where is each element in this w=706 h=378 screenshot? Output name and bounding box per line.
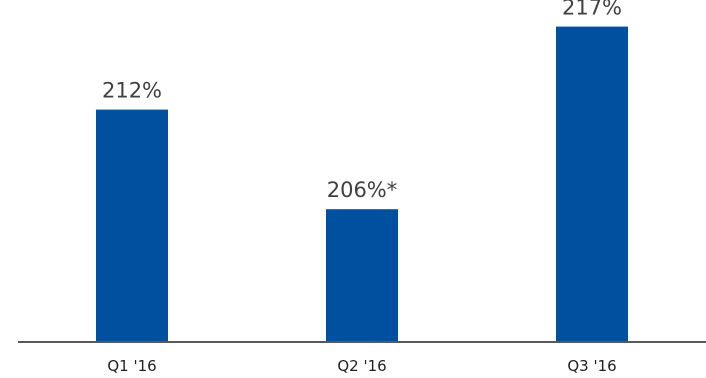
bar-2 — [326, 209, 398, 342]
data-label-2: 206%* — [327, 178, 398, 202]
bar-1 — [96, 109, 168, 342]
x-tick-label-3: Q3 '16 — [567, 357, 616, 375]
x-tick-labels-group: Q1 '16 Q2 '16 Q3 '16 — [107, 357, 616, 375]
data-label-1: 212% — [102, 79, 162, 103]
data-label-3: 217% — [562, 0, 622, 20]
data-labels-group: 212% 206%* 217% — [102, 0, 622, 202]
x-tick-label-1: Q1 '16 — [107, 357, 156, 375]
bars-group — [96, 26, 628, 342]
bar-3 — [556, 26, 628, 342]
x-tick-label-2: Q2 '16 — [337, 357, 386, 375]
